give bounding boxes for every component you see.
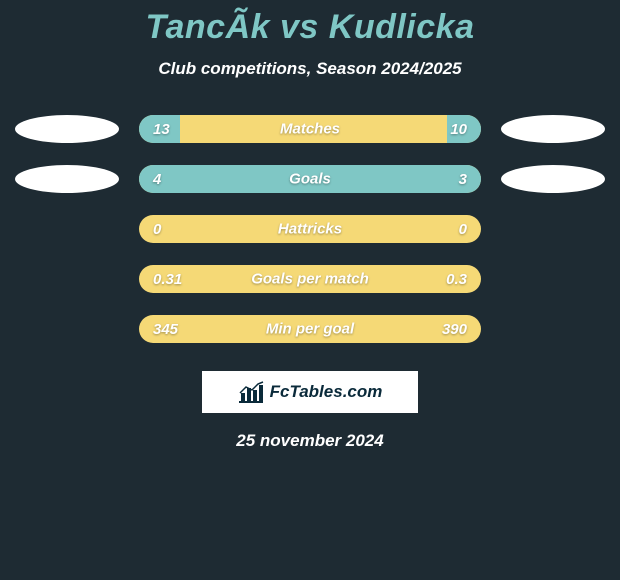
right-pill [501,115,605,143]
left-pill [15,165,119,193]
stat-label: Min per goal [266,321,354,338]
left-pill [15,115,119,143]
right-pill [501,165,605,193]
stat-bar: 4 Goals 3 [139,165,481,193]
stat-label: Hattricks [278,221,342,238]
stat-bar: 345 Min per goal 390 [139,315,481,343]
stat-rows: 13 Matches 10 4 Goals 3 0 Hattricks 0 0.31 Goals p… [0,115,620,343]
stat-label: Goals per match [251,271,369,288]
stat-bar: 13 Matches 10 [139,115,481,143]
date-label: 25 november 2024 [0,431,620,451]
logo-box: FcTables.com [202,371,418,413]
left-value: 13 [153,121,170,138]
comparison-infographic: TancÃ­k vs Kudlicka Club competitions, S… [0,0,620,580]
left-value: 4 [153,171,161,188]
left-value: 0.31 [153,271,182,288]
left-value: 345 [153,321,178,338]
stat-row: 4 Goals 3 [0,165,620,193]
stat-row: 0 Hattricks 0 [0,215,620,243]
right-value: 0 [459,221,467,238]
right-value: 3 [459,171,467,188]
stat-row: 345 Min per goal 390 [0,315,620,343]
page-title: TancÃ­k vs Kudlicka [0,0,620,47]
stat-label: Matches [280,121,340,138]
stat-bar: 0 Hattricks 0 [139,215,481,243]
stat-bar: 0.31 Goals per match 0.3 [139,265,481,293]
right-value: 390 [442,321,467,338]
subtitle: Club competitions, Season 2024/2025 [0,59,620,79]
stat-row: 0.31 Goals per match 0.3 [0,265,620,293]
stat-row: 13 Matches 10 [0,115,620,143]
stat-label: Goals [289,171,331,188]
bar-chart-icon [238,381,264,403]
left-value: 0 [153,221,161,238]
right-value: 0.3 [446,271,467,288]
logo-text: FcTables.com [270,382,383,402]
right-value: 10 [450,121,467,138]
